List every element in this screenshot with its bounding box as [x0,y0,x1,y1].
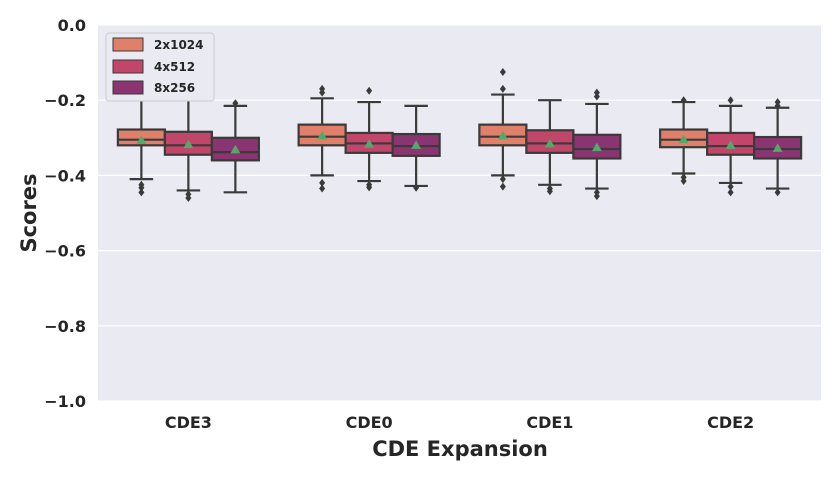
mean-marker [183,139,194,149]
x-axis-label: CDE Expansion [372,437,548,461]
y-tick-label: −1.0 [44,392,86,411]
box-8x256-CDE3 [210,99,260,194]
outlier-point [232,99,239,108]
mean-marker [411,140,422,149]
outlier-point [727,182,734,191]
outlier-point [138,183,145,192]
y-tick-labels: 0.0 −0.2 −0.4 −0.6 −0.8 −1.0 [44,16,86,411]
legend: 2x1024 4x512 8x256 [105,32,215,102]
box-8x256-CDE1 [572,88,622,201]
mean-marker [230,144,241,154]
mean-marker [544,138,555,148]
plot-background [98,25,821,401]
y-tick-label: 0.0 [58,16,86,35]
outlier-point [774,101,781,110]
outlier-point [593,92,600,101]
legend-label-2x1024: 2x1024 [154,38,204,52]
outlier-point [727,188,734,197]
x-tick-label: CDE1 [526,413,573,432]
mean-marker [497,130,508,140]
outlier-point [319,178,326,187]
legend-label-8x256: 8x256 [154,81,195,95]
outlier-point [499,182,506,191]
outlier-point [499,68,506,76]
x-tick-labels: CDE3 CDE0 CDE1 CDE2 [165,413,754,432]
box-series [116,68,803,202]
outlier-point [680,96,687,105]
x-tick-label: CDE0 [346,413,393,432]
outlier-point [680,177,687,186]
y-axis-label: Scores [17,173,41,252]
legend-label-4x512: 4x512 [154,60,195,74]
box-8x256-CDE0 [391,104,441,192]
x-tick-label: CDE3 [165,413,212,432]
outlier-point [774,188,781,197]
box-4x512-CDE1 [525,99,575,196]
grid-lines [98,24,821,402]
mean-marker [725,140,736,149]
box-4x512-CDE2 [706,96,756,197]
mean-marker [591,142,602,152]
box-8x256-CDE2 [753,98,803,197]
outlier-point [319,88,326,97]
x-tick-label: CDE2 [707,413,754,432]
legend-swatch-4x512 [112,59,144,74]
mean-marker [317,130,328,140]
mean-marker [772,143,783,152]
y-tick-label: −0.4 [44,166,86,185]
y-tick-label: −0.2 [44,91,86,110]
legend-swatch-8x256 [112,80,144,95]
outlier-point [413,183,420,192]
y-tick-label: −0.6 [44,242,86,261]
outlier-point [499,84,506,93]
outlier-point [319,184,326,193]
mean-marker [364,139,375,148]
outlier-point [593,192,600,201]
box-2x1024-CDE0 [297,84,347,193]
outlier-point [366,183,373,192]
outlier-point [546,187,553,196]
outlier-point [185,193,192,202]
y-tick-label: −0.8 [44,317,86,336]
outlier-point [366,86,373,95]
outlier-point [499,175,506,184]
mean-marker [678,134,689,144]
outlier-point [727,96,734,105]
mean-marker [136,135,147,144]
outlier-point [138,188,145,197]
box-4x512-CDE0 [344,86,394,192]
legend-swatch-2x1024 [112,37,144,52]
